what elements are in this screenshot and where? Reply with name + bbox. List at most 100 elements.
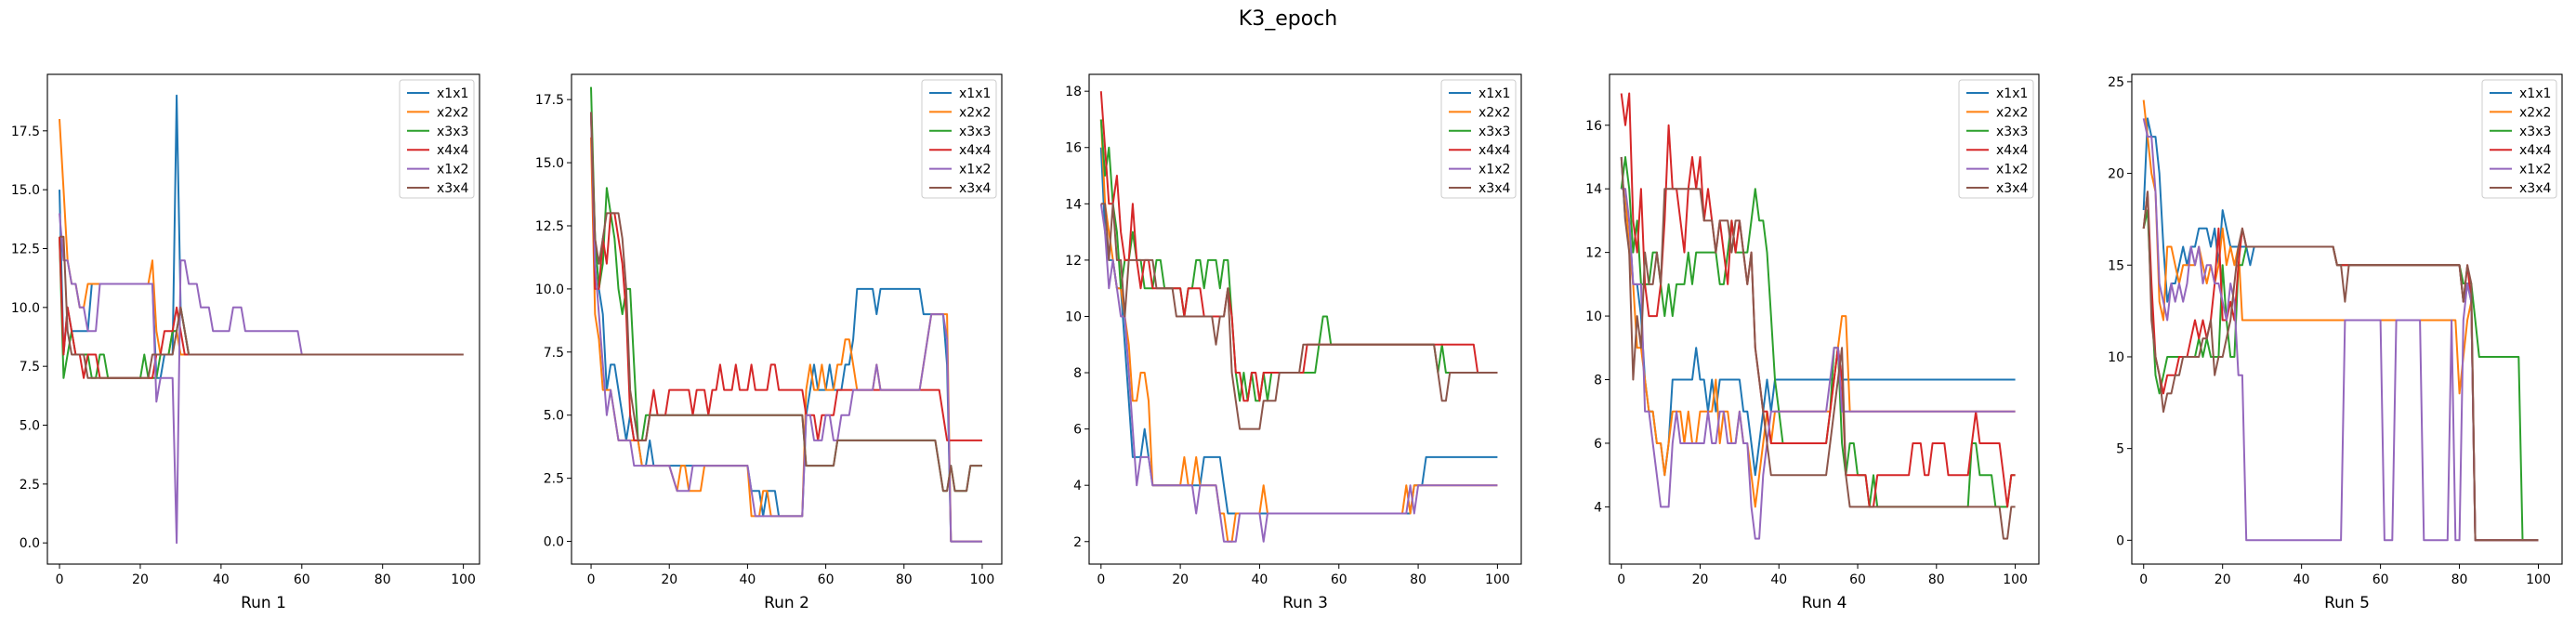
x-tick-label: 0 (56, 572, 64, 587)
subplot-run-2: 0 20 40 60 80 100 0.0 2.5 5.0 7.5 10.0 12.5 15.0 17.5… (535, 73, 1003, 612)
x-tick-label: 20 (661, 572, 677, 587)
y-tick-label: 12 (1585, 246, 1602, 261)
y-tick-label: 14 (1065, 197, 1082, 212)
legend-label-x1x2: x1x2 (1479, 163, 1510, 178)
x-tick-label: 80 (896, 572, 913, 587)
x-tick-label: 20 (1692, 572, 1709, 587)
legend-label-x2x2: x2x2 (2519, 105, 2551, 120)
legend-label-x3x4: x3x4 (1479, 181, 1510, 196)
y-tick-label: 12 (1065, 254, 1082, 269)
x-axis-label: Run 2 (764, 594, 809, 612)
series-line-x3x3 (1620, 156, 2016, 508)
series-line-x3x3 (59, 236, 464, 379)
y-tick-label: 0 (2116, 533, 2124, 548)
y-tick-label: 6 (1073, 423, 1082, 438)
subplot-run-1: 0 20 40 60 80 100 0.0 2.5 5.0 7.5 10.0 12.5 15.0 17.5… (11, 73, 480, 612)
legend: x1x1 x2x2 x3x3 x4x4 x1x2 x3x4 (1958, 79, 2034, 199)
x-tick-label: 100 (2003, 572, 2028, 587)
legend-label-x1x1: x1x1 (1479, 86, 1510, 101)
legend-label-x4x4: x4x4 (959, 143, 991, 158)
x-tick-label: 20 (2215, 572, 2231, 587)
series-line-x2x2 (2142, 99, 2539, 542)
series-line-x4x4 (1620, 92, 2016, 508)
series-line-x4x4 (1099, 91, 1498, 402)
legend-label-x1x2: x1x2 (2519, 163, 2551, 178)
series-line-x1x2 (1621, 188, 2016, 540)
series-line-x3x4 (2142, 191, 2539, 542)
legend: x1x1 x2x2 x3x3 x4x4 x1x2 x3x4 (2481, 79, 2557, 199)
legend-label-x3x4: x3x4 (437, 181, 468, 196)
figure-title: K3_epoch (1239, 7, 1337, 31)
legend: x1x1 x2x2 x3x3 x4x4 x1x2 x3x4 (399, 79, 475, 199)
legend-label-x3x4: x3x4 (959, 181, 991, 196)
x-tick-label: 40 (2293, 572, 2310, 587)
y-tick-label: 10.0 (535, 283, 564, 297)
y-tick-label: 25 (2108, 75, 2124, 90)
x-tick-label: 60 (2372, 572, 2389, 587)
y-tick-label: 5 (2116, 442, 2124, 457)
y-tick-label: 15.0 (11, 183, 40, 198)
x-tick-label: 100 (1485, 572, 1510, 587)
y-tick-label: 0.0 (20, 536, 40, 551)
x-tick-label: 40 (213, 572, 230, 587)
x-tick-label: 60 (818, 572, 835, 587)
series-line-x1x1 (2142, 117, 2539, 542)
legend-label-x1x1: x1x1 (959, 86, 991, 101)
y-tick-label: 20 (2108, 167, 2124, 182)
x-tick-label: 60 (1849, 572, 1866, 587)
legend-label-x1x1: x1x1 (2519, 86, 2551, 101)
x-tick-label: 80 (1410, 572, 1426, 587)
legend-label-x4x4: x4x4 (437, 143, 468, 158)
axes-frame (1609, 73, 2040, 565)
x-tick-label: 0 (1617, 572, 1625, 587)
series-line-x3x4 (59, 235, 464, 379)
x-tick-label: 40 (1252, 572, 1268, 587)
x-tick-label: 20 (1172, 572, 1189, 587)
series-line-x4x4 (2142, 191, 2539, 542)
y-tick-label: 16 (1585, 119, 1602, 134)
series-line-x2x2 (1099, 119, 1498, 543)
y-tick-label: 2.5 (544, 472, 564, 487)
axes-frame (2131, 73, 2563, 565)
series-line-x3x3 (1099, 119, 1498, 402)
x-tick-label: 0 (2139, 572, 2148, 587)
series-line-x2x2 (1621, 188, 2016, 508)
legend: x1x1 x2x2 x3x3 x4x4 x1x2 x3x4 (921, 79, 997, 199)
series-line-x1x1 (1099, 147, 1498, 515)
x-axis-label: Run 4 (1802, 594, 1847, 612)
y-tick-label: 4 (1594, 500, 1602, 515)
x-tick-label: 80 (2451, 572, 2468, 587)
legend-label-x3x4: x3x4 (1996, 181, 2028, 196)
series-line-x3x4 (1100, 203, 1498, 430)
y-tick-label: 18 (1065, 85, 1082, 99)
x-axis-label: Run 3 (1282, 594, 1328, 612)
axes-frame (46, 73, 480, 565)
y-tick-label: 8 (1073, 366, 1082, 381)
x-tick-label: 60 (1331, 572, 1347, 587)
y-tick-label: 12.5 (11, 242, 40, 256)
series-line-x1x2 (59, 213, 464, 545)
series-line-x4x4 (59, 236, 464, 379)
x-axis-label: Run 1 (241, 594, 286, 612)
legend: x1x1 x2x2 x3x3 x4x4 x1x2 x3x4 (1440, 79, 1517, 199)
x-tick-label: 0 (587, 572, 596, 587)
x-tick-label: 80 (375, 572, 391, 587)
series-line-x1x2 (1099, 204, 1498, 543)
series-line-x3x4 (1620, 156, 2016, 540)
series-line-x3x4 (590, 112, 982, 493)
y-tick-label: 6 (1594, 437, 1602, 452)
subplot-run-4: 0 20 40 60 80 100 4 6 8 10 12 14 16 Run 4 x1x1 x2x2 x3x3… (1585, 73, 2040, 612)
legend-label-x2x2: x2x2 (1479, 105, 1510, 120)
y-tick-label: 15 (2108, 258, 2124, 273)
series-line-x1x2 (2142, 118, 2539, 542)
x-tick-label: 100 (451, 572, 476, 587)
y-tick-label: 10.0 (11, 301, 40, 316)
series-line-x1x1 (1620, 156, 2016, 477)
y-tick-label: 0.0 (544, 535, 564, 550)
x-tick-label: 80 (1928, 572, 1945, 587)
legend-label-x3x3: x3x3 (1479, 125, 1510, 139)
legend-label-x4x4: x4x4 (1479, 143, 1510, 158)
y-tick-label: 5.0 (544, 409, 564, 424)
